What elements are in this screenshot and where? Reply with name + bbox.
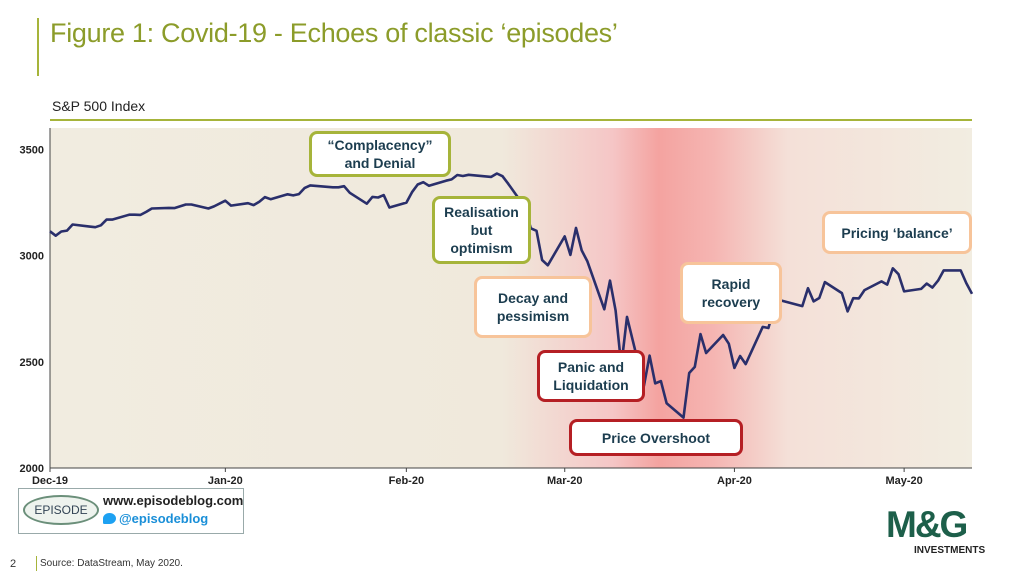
y-tick-label: 3500 <box>20 144 44 156</box>
episode-twitter-handle: @episodeblog <box>119 511 209 526</box>
callout-recovery: Rapid recovery <box>680 262 782 324</box>
episode-badge: EPISODE <box>23 495 99 525</box>
episode-url[interactable]: www.episodeblog.com <box>103 493 244 508</box>
x-tick-label: May-20 <box>885 475 922 487</box>
episode-twitter[interactable]: @episodeblog <box>103 511 208 526</box>
callout-complacency: “Complacency” and Denial <box>309 131 451 177</box>
callout-decay: Decay and pessimism <box>474 276 592 338</box>
page-number: 2 <box>10 558 17 570</box>
x-tick-label: Feb-20 <box>389 475 424 487</box>
callout-overshoot: Price Overshoot <box>569 419 743 456</box>
x-tick-label: Apr-20 <box>717 475 752 487</box>
x-tick-label: Dec-19 <box>32 475 68 487</box>
page-title: Figure 1: Covid-19 - Echoes of classic ‘… <box>50 18 618 48</box>
mg-logo-subtext: INVESTMENTS <box>914 545 986 556</box>
source-accent-bar <box>36 556 37 571</box>
callout-panic: Panic and Liquidation <box>537 350 645 402</box>
episode-logo-box[interactable]: EPISODE www.episodeblog.com @episodeblog <box>18 488 244 534</box>
y-tick-label: 2000 <box>20 463 44 475</box>
twitter-icon <box>103 513 116 524</box>
x-tick-label: Jan-20 <box>208 475 243 487</box>
y-tick-label: 3000 <box>20 251 44 263</box>
title-rule <box>50 119 972 121</box>
x-tick-label: Mar-20 <box>547 475 582 487</box>
chart-subtitle: S&P 500 Index <box>52 98 146 114</box>
source-note: Source: DataStream, May 2020. <box>40 558 183 569</box>
title-accent-bar <box>37 18 39 76</box>
callout-realisation: Realisation but optimism <box>432 196 531 264</box>
callout-pricing-balance: Pricing ‘balance’ <box>822 211 972 254</box>
mg-logo: M&G <box>886 504 968 545</box>
y-tick-label: 2500 <box>20 357 44 369</box>
